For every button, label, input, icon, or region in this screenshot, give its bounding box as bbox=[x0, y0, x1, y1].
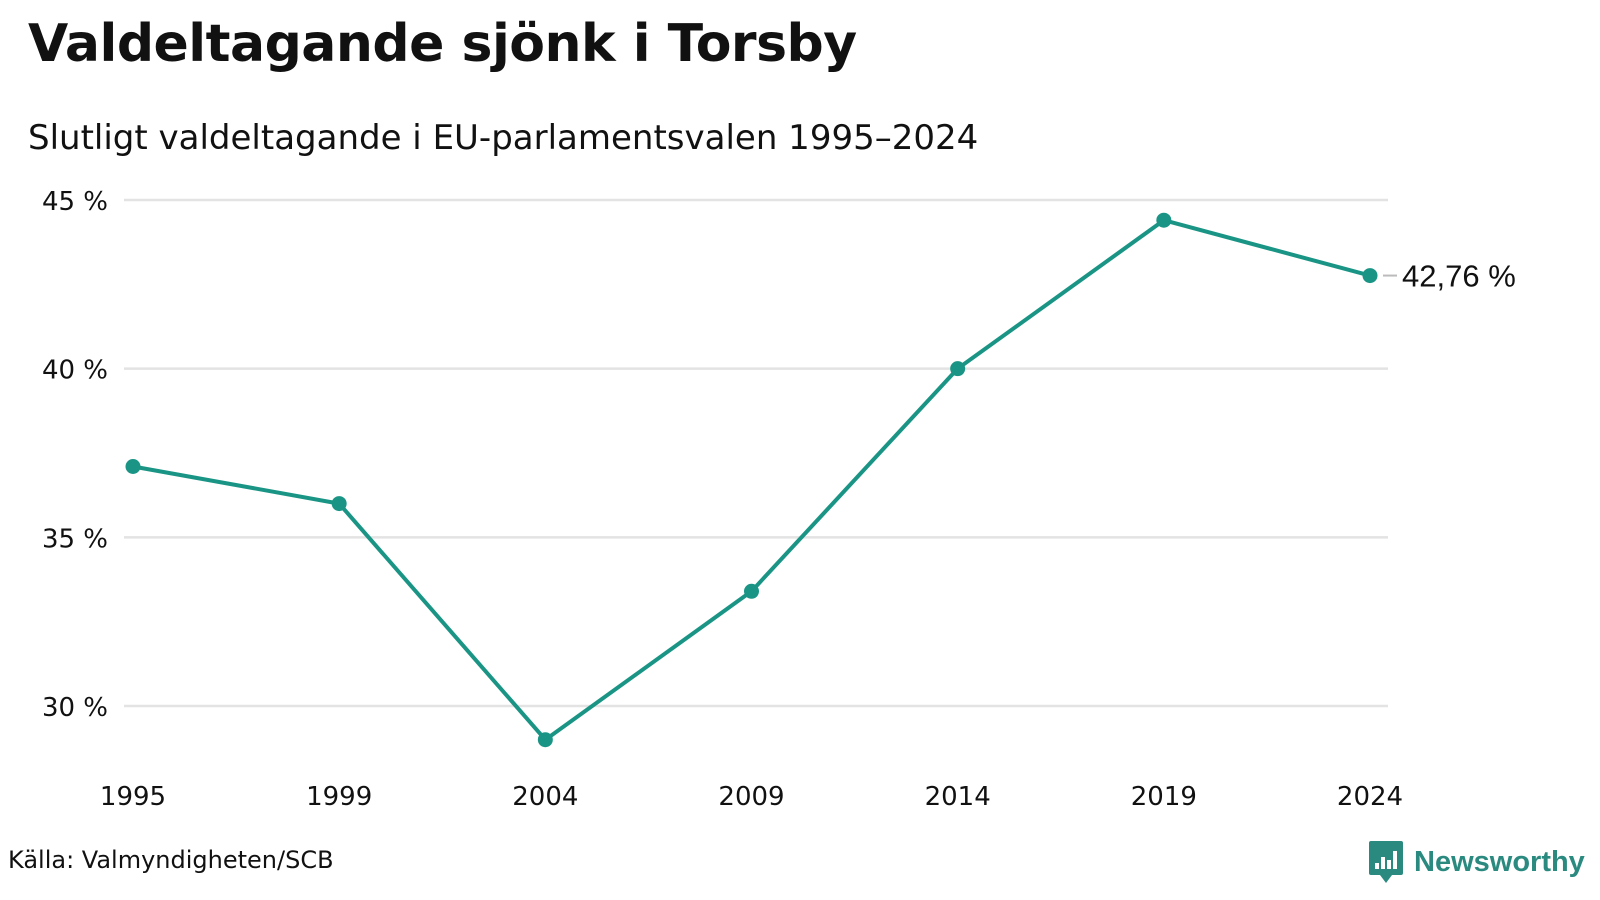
x-tick-label: 1999 bbox=[306, 782, 372, 812]
brand-name: Newsworthy bbox=[1414, 845, 1585, 878]
source-note: Källa: Valmyndigheten/SCB bbox=[8, 846, 334, 874]
y-tick-label: 40 % bbox=[42, 356, 108, 386]
grid-lines bbox=[124, 198, 1388, 708]
y-tick-label: 30 % bbox=[42, 693, 108, 723]
x-tick-label: 2019 bbox=[1131, 782, 1197, 812]
chart-subtitle: Slutligt valdeltagande i EU-parlamentsva… bbox=[28, 118, 979, 158]
data-point bbox=[950, 361, 966, 377]
end-label-layer: 42,76 % bbox=[1383, 259, 1516, 294]
data-point bbox=[331, 496, 347, 512]
series-line bbox=[131, 218, 1372, 742]
data-point bbox=[744, 583, 759, 599]
y-tick-label: 45 % bbox=[42, 187, 108, 217]
data-point bbox=[125, 458, 141, 474]
end-value-label: 42,76 % bbox=[1402, 259, 1516, 294]
data-point bbox=[1156, 212, 1172, 228]
x-tick-label: 2014 bbox=[925, 782, 991, 812]
y-tick-label: 35 % bbox=[42, 524, 108, 554]
x-tick-label: 2004 bbox=[512, 782, 578, 812]
y-axis-ticks: 30 % 35 % 40 % 45 % bbox=[42, 187, 108, 723]
data-point bbox=[537, 732, 553, 748]
newsworthy-logo-icon bbox=[1369, 841, 1403, 883]
series-layer bbox=[125, 212, 1378, 748]
data-point bbox=[1362, 268, 1378, 284]
x-tick-label: 2009 bbox=[718, 782, 784, 812]
x-tick-label: 2024 bbox=[1337, 782, 1403, 812]
x-axis-ticks: 1995 1999 2004 2009 2014 2019 2024 bbox=[100, 782, 1403, 812]
chart-title: Valdeltagande sjönk i Torsby bbox=[28, 14, 857, 74]
brand-logo: Newsworthy bbox=[1368, 836, 1585, 888]
x-tick-label: 1995 bbox=[100, 782, 166, 812]
